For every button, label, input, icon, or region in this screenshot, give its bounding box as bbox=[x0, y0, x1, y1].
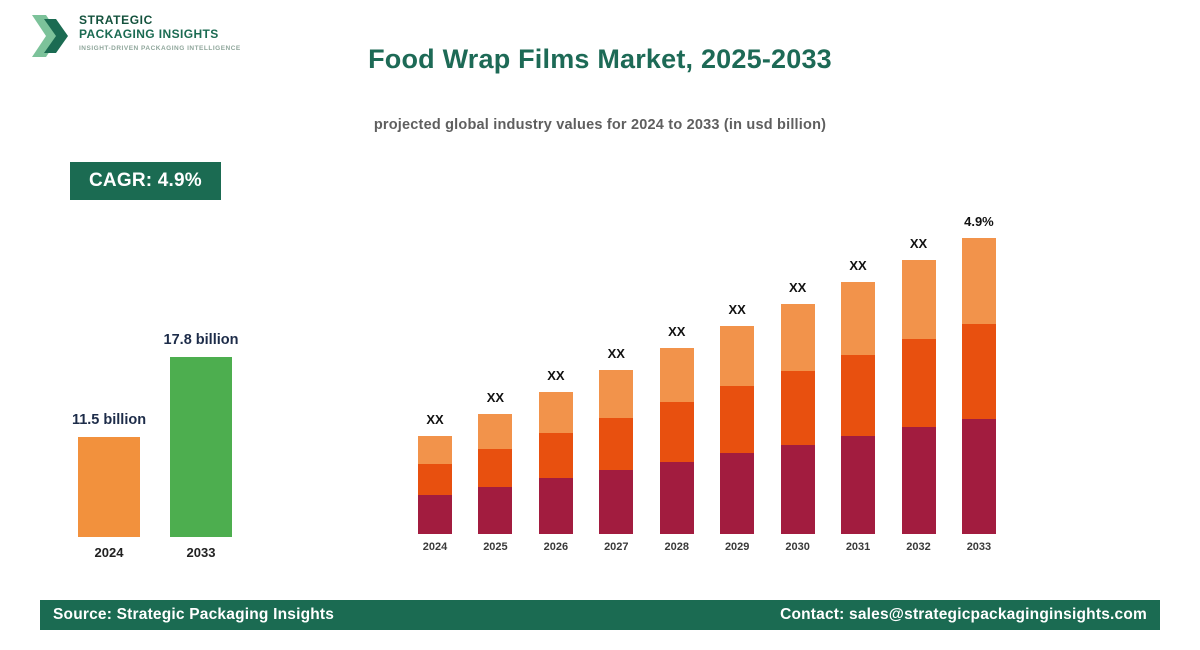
x-axis-year-label: 2027 bbox=[604, 541, 629, 553]
segment-middle bbox=[961, 324, 996, 419]
stacked-bar bbox=[961, 238, 996, 534]
segment-top bbox=[478, 414, 513, 449]
stacked-bar-column-2024: XX 2024 bbox=[418, 412, 452, 553]
segment-bottom bbox=[720, 453, 755, 534]
segment-bottom bbox=[841, 436, 876, 534]
segment-middle bbox=[538, 433, 573, 478]
segment-top bbox=[780, 304, 815, 371]
footer-bar: Source: Strategic Packaging Insights Con… bbox=[40, 600, 1160, 630]
segment-bottom bbox=[599, 470, 634, 534]
segment-bottom bbox=[780, 445, 815, 534]
stacked-bar bbox=[720, 326, 755, 534]
segment-bottom bbox=[478, 487, 513, 534]
brand-logo: STRATEGIC PACKAGING INSIGHTS INSIGHT-DRI… bbox=[30, 13, 241, 64]
segment-bottom bbox=[659, 462, 694, 534]
segment-top bbox=[841, 282, 876, 355]
stacked-bar-column-2029: XX 2029 bbox=[720, 302, 755, 553]
value-label-2024: 11.5 billion bbox=[71, 412, 147, 428]
x-axis-year-label: 2024 bbox=[422, 541, 448, 553]
stacked-bar bbox=[538, 392, 573, 534]
stacked-bar bbox=[901, 260, 936, 534]
stacked-bar bbox=[841, 282, 876, 534]
segment-middle bbox=[418, 464, 452, 495]
segment-top bbox=[720, 326, 755, 386]
footer-source-text: Source: Strategic Packaging Insights bbox=[53, 606, 335, 623]
brand-tagline: INSIGHT-DRIVEN PACKAGING INTELLIGENCE bbox=[79, 45, 241, 52]
bar-top-label: XX bbox=[486, 390, 505, 405]
stacked-bar bbox=[478, 414, 513, 534]
bar-top-label: XX bbox=[788, 280, 807, 295]
segment-top bbox=[901, 260, 936, 339]
stacked-bar-column-2026: XX 2026 bbox=[538, 368, 573, 553]
stacked-bar bbox=[418, 436, 452, 534]
segment-bottom bbox=[901, 427, 936, 534]
x-axis-year-label: 2031 bbox=[845, 541, 871, 553]
comparison-bar-group-2024: 11.5 billion 2024 bbox=[72, 412, 146, 560]
comparison-bar-group-2033: 17.8 billion 2033 bbox=[164, 332, 239, 560]
brand-name: STRATEGIC PACKAGING INSIGHTS INSIGHT-DRI… bbox=[79, 13, 241, 52]
bar-top-label: XX bbox=[728, 302, 746, 317]
segment-middle bbox=[780, 371, 815, 445]
segment-bottom bbox=[961, 419, 996, 534]
segment-middle bbox=[599, 418, 634, 470]
segment-top bbox=[599, 370, 634, 418]
stacked-bar-column-2032: XX 2032 bbox=[901, 236, 936, 553]
bar-top-label: XX bbox=[668, 324, 686, 339]
bar-top-label: 4.9% bbox=[964, 214, 994, 229]
x-axis-year-label: 2032 bbox=[906, 541, 931, 553]
segment-middle bbox=[841, 355, 876, 436]
x-axis-year-label: 2028 bbox=[664, 541, 689, 553]
bar-top-label: XX bbox=[426, 412, 444, 427]
stacked-bar-column-2025: XX 2025 bbox=[478, 390, 513, 553]
endpoint-comparison-chart: 11.5 billion 2024 17.8 billion 2033 bbox=[72, 330, 244, 560]
segment-middle bbox=[478, 449, 513, 487]
stacked-bar bbox=[659, 348, 694, 534]
stacked-bar bbox=[780, 304, 815, 534]
stacked-bar-column-2028: XX 2028 bbox=[659, 324, 694, 553]
bar-top-label: XX bbox=[607, 346, 625, 361]
segment-top bbox=[659, 348, 694, 402]
segment-top bbox=[961, 238, 996, 324]
bar-2033 bbox=[170, 357, 232, 537]
stacked-bar-column-2027: XX 2027 bbox=[599, 346, 634, 553]
stacked-bar bbox=[599, 370, 634, 534]
stacked-bar-column-2033: 4.9% 2033 bbox=[961, 214, 996, 553]
x-axis-year-label: 2033 bbox=[966, 541, 992, 553]
segment-middle bbox=[720, 386, 755, 453]
x-axis-year-label: 2029 bbox=[724, 541, 750, 553]
bar-top-label: XX bbox=[909, 236, 928, 251]
footer-contact-text: Contact: sales@strategicpackaginginsight… bbox=[780, 606, 1147, 623]
value-label-2033: 17.8 billion bbox=[163, 332, 239, 348]
segment-bottom bbox=[538, 478, 573, 534]
year-label-2024: 2024 bbox=[94, 545, 124, 560]
bar-top-label: XX bbox=[547, 368, 565, 383]
stacked-bar-column-2030: XX 2030 bbox=[780, 280, 815, 553]
cagr-badge: CAGR: 4.9% bbox=[70, 162, 221, 200]
double-chevron-logo-icon bbox=[30, 13, 70, 64]
page-title: Food Wrap Films Market, 2025-2033 bbox=[368, 44, 832, 74]
brand-name-line2: PACKAGING INSIGHTS bbox=[79, 27, 219, 41]
page-subtitle: projected global industry values for 202… bbox=[373, 117, 827, 133]
segment-top bbox=[418, 436, 452, 464]
x-axis-year-label: 2030 bbox=[785, 541, 810, 553]
year-label-2033: 2033 bbox=[186, 545, 216, 560]
bar-top-label: XX bbox=[849, 258, 867, 273]
x-axis-year-label: 2026 bbox=[543, 541, 569, 553]
bar-2024 bbox=[78, 437, 140, 537]
segment-bottom bbox=[418, 495, 452, 534]
stacked-bar-chart: XX 2024 XX 2025 XX 2026 XX 2027 XX 2028 XX 2029 XX 20… bbox=[418, 214, 996, 553]
segment-middle bbox=[901, 339, 936, 427]
segment-top bbox=[538, 392, 573, 433]
stacked-bar-column-2031: XX 2031 bbox=[841, 258, 876, 553]
brand-name-line1: STRATEGIC bbox=[79, 13, 153, 27]
x-axis-year-label: 2025 bbox=[483, 541, 508, 553]
segment-middle bbox=[659, 402, 694, 462]
